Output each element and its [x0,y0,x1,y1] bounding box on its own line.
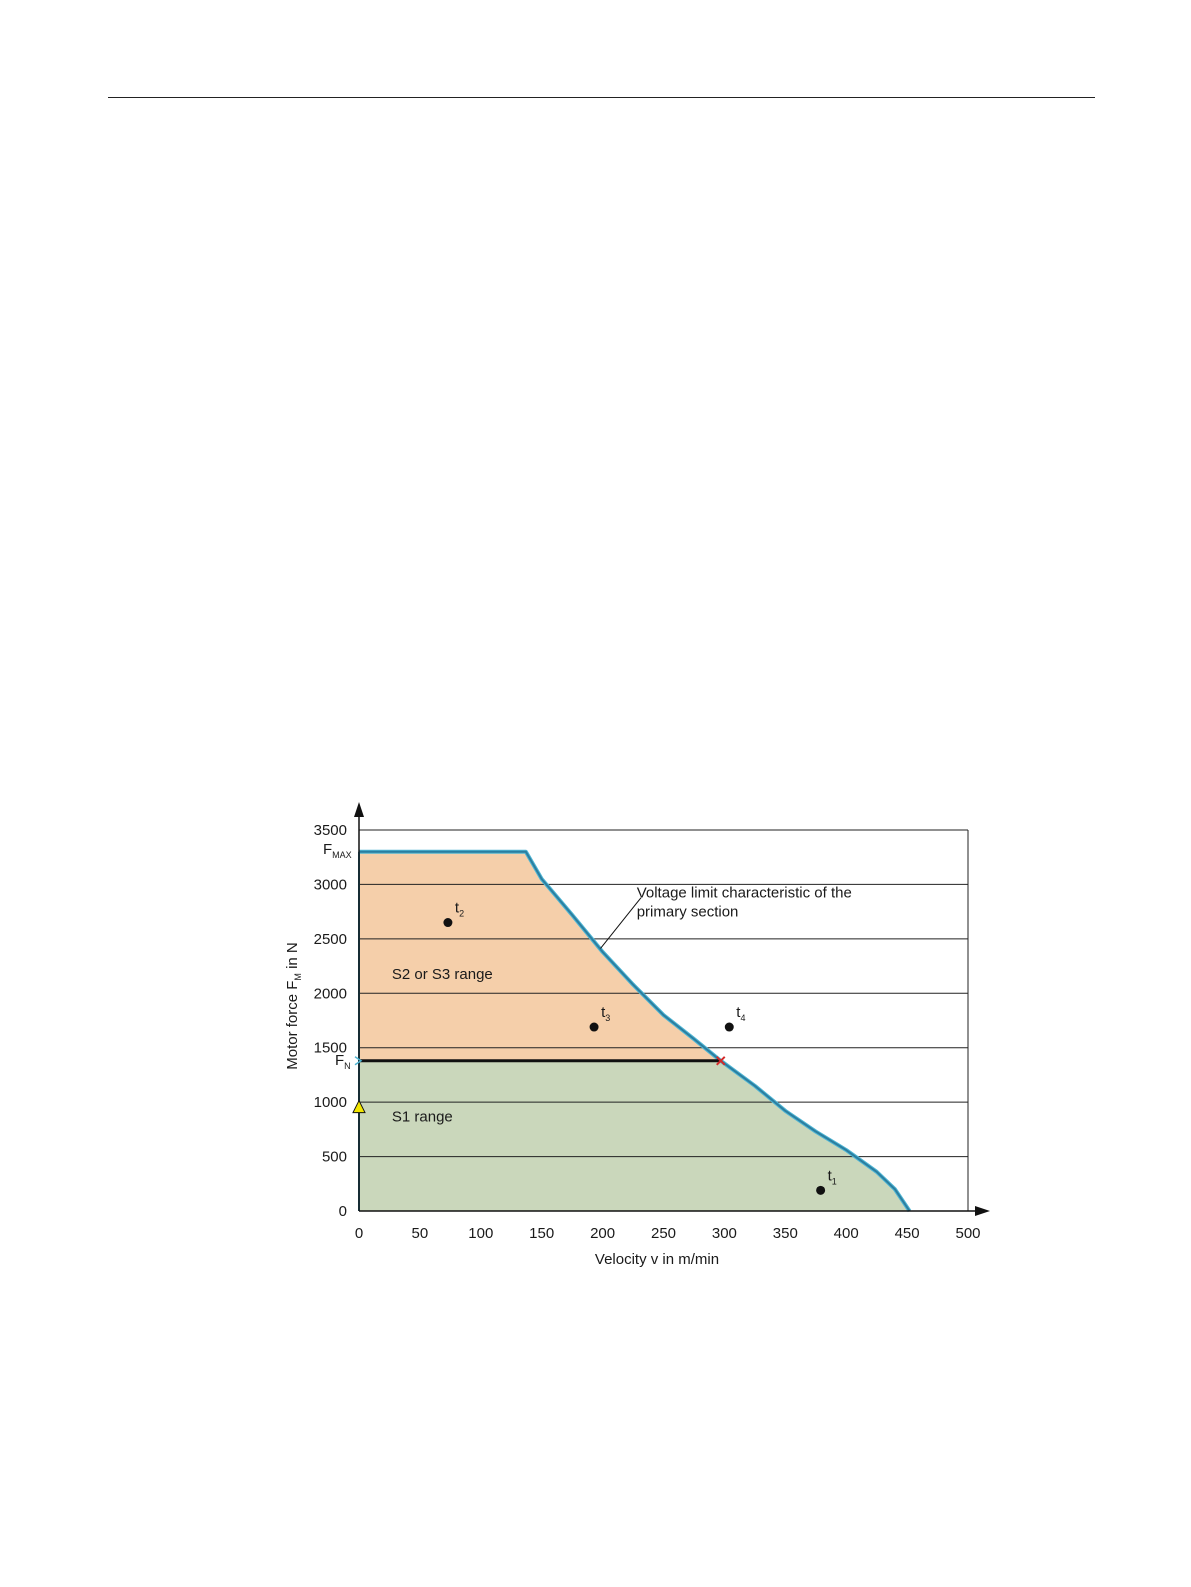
y-tick-label: 2500 [314,931,347,948]
x-tick-label: 150 [529,1225,554,1242]
y-tick-label: 3000 [314,876,347,893]
annotation-pointer [600,897,642,949]
region-s2-s3 [359,851,721,1061]
y-tick-label: 1000 [314,1094,347,1111]
region-label-s1: S1 range [392,1109,453,1126]
x-tick-label: 200 [590,1225,615,1242]
point-t2 [443,918,453,928]
x-tick-label: 100 [468,1225,493,1242]
point-t3 [589,1022,599,1032]
point-label-t2: t2 [455,900,464,919]
x-axis-arrow [975,1206,990,1216]
region-s1 [359,1060,910,1211]
y-tick-label: 500 [322,1149,347,1166]
voltage-limit-curve [359,850,911,1212]
point-label-t4: t4 [736,1004,745,1023]
x-tick-label: 350 [773,1225,798,1242]
x-tick-label: 50 [412,1225,429,1242]
x-tick-label: 0 [355,1225,363,1242]
y-axis-arrow [354,802,364,817]
x-axis-label: Velocity v in m/min [595,1251,719,1268]
annotation-text-line-2: primary section [637,903,739,920]
y-tick-label: 2000 [314,985,347,1002]
fn-axis-marker [354,1056,363,1066]
special-tick-max: FMAX [323,841,352,860]
point-label-t1: t1 [828,1167,837,1186]
header-rule [108,97,1095,98]
point-t4 [724,1022,734,1032]
point-t1 [816,1185,826,1195]
triangle-marker [352,1099,366,1114]
y-tick-label: 1500 [314,1040,347,1057]
y-tick-label: 0 [339,1203,347,1220]
x-tick-label: 300 [712,1225,737,1242]
x-tick-label: 500 [955,1225,980,1242]
fn-intersection-marker [716,1056,726,1066]
region-label-s2-s3: S2 or S3 range [392,966,493,983]
x-tick-label: 450 [895,1225,920,1242]
y-tick-label: 3500 [314,822,347,839]
x-tick-label: 250 [651,1225,676,1242]
special-tick-n: FN [335,1052,351,1071]
annotation-text-line-1: Voltage limit characteristic of the [637,884,852,901]
y-axis-label: Motor force FM in N [284,942,303,1070]
point-label-t3: t3 [601,1004,610,1023]
x-tick-label: 400 [834,1225,859,1242]
